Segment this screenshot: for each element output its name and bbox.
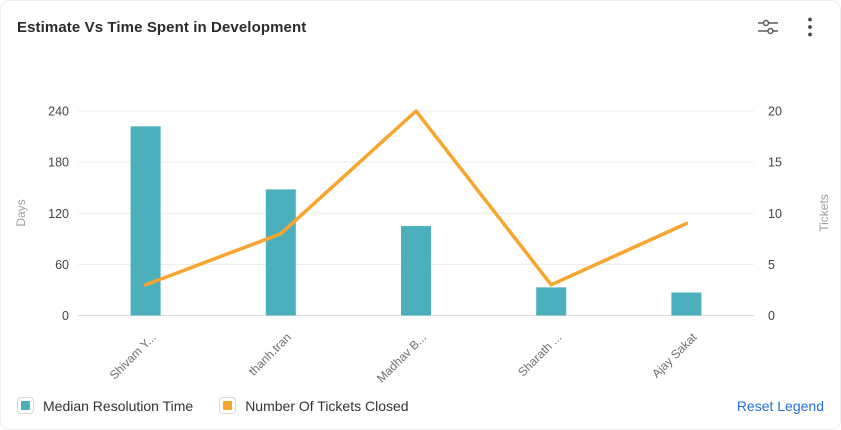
right-axis-tick-label: 20: [768, 105, 782, 119]
right-axis-tick-label: 15: [768, 156, 782, 170]
legend-label: Median Resolution Time: [43, 397, 194, 414]
left-axis-tick-label: 60: [55, 258, 69, 272]
chart-settings-button[interactable]: [754, 13, 782, 41]
x-axis-label-2: Madhav B...: [374, 330, 429, 385]
legend-label: Number Of Tickets Closed: [245, 397, 409, 414]
left-axis-name: Days: [14, 199, 28, 226]
reset-legend-link[interactable]: Reset Legend: [736, 397, 824, 414]
chart-menu-button[interactable]: [796, 13, 824, 41]
left-axis-tick-label: 0: [62, 309, 69, 323]
legend-checkbox: [17, 397, 34, 414]
x-axis-label-0: Shivam Y...: [107, 330, 159, 382]
left-axis-tick-label: 240: [48, 105, 69, 119]
left-axis-tick-label: 120: [48, 207, 69, 221]
right-axis-tick-label: 10: [768, 207, 782, 221]
right-axis-name: Tickets: [817, 194, 831, 232]
right-axis-tick-label: 0: [768, 309, 775, 323]
x-axis-label-4: Ajay Sakat: [649, 330, 700, 381]
kebab-menu-icon: [808, 17, 812, 37]
legend-item-median-resolution-time[interactable]: Median Resolution Time: [17, 397, 193, 414]
bar-2: [401, 226, 431, 316]
sliders-icon: [758, 19, 778, 35]
bar-3: [536, 287, 567, 316]
line-series-swatch-icon: [223, 401, 233, 410]
tickets-line: [143, 109, 689, 287]
bar-1: [265, 189, 296, 316]
left-axis-tick-label: 180: [48, 156, 69, 170]
bar-0: [130, 126, 161, 316]
legend-checkbox: [219, 397, 237, 414]
x-axis-label-3: Sharath ...: [515, 330, 564, 379]
chart-legend: Median Resolution Time Number Of Tickets…: [17, 397, 824, 414]
header-actions: [754, 13, 824, 41]
bar-4: [671, 292, 702, 316]
legend-item-number-of-tickets-closed[interactable]: Number Of Tickets Closed: [219, 397, 409, 414]
x-axis-label-1: thanh.tran: [246, 330, 294, 378]
card-header: Estimate Vs Time Spent in Development: [1, 1, 840, 53]
chart-title: Estimate Vs Time Spent in Development: [17, 18, 307, 36]
right-axis-tick-label: 5: [768, 258, 775, 272]
bar-series-swatch-icon: [21, 401, 30, 410]
